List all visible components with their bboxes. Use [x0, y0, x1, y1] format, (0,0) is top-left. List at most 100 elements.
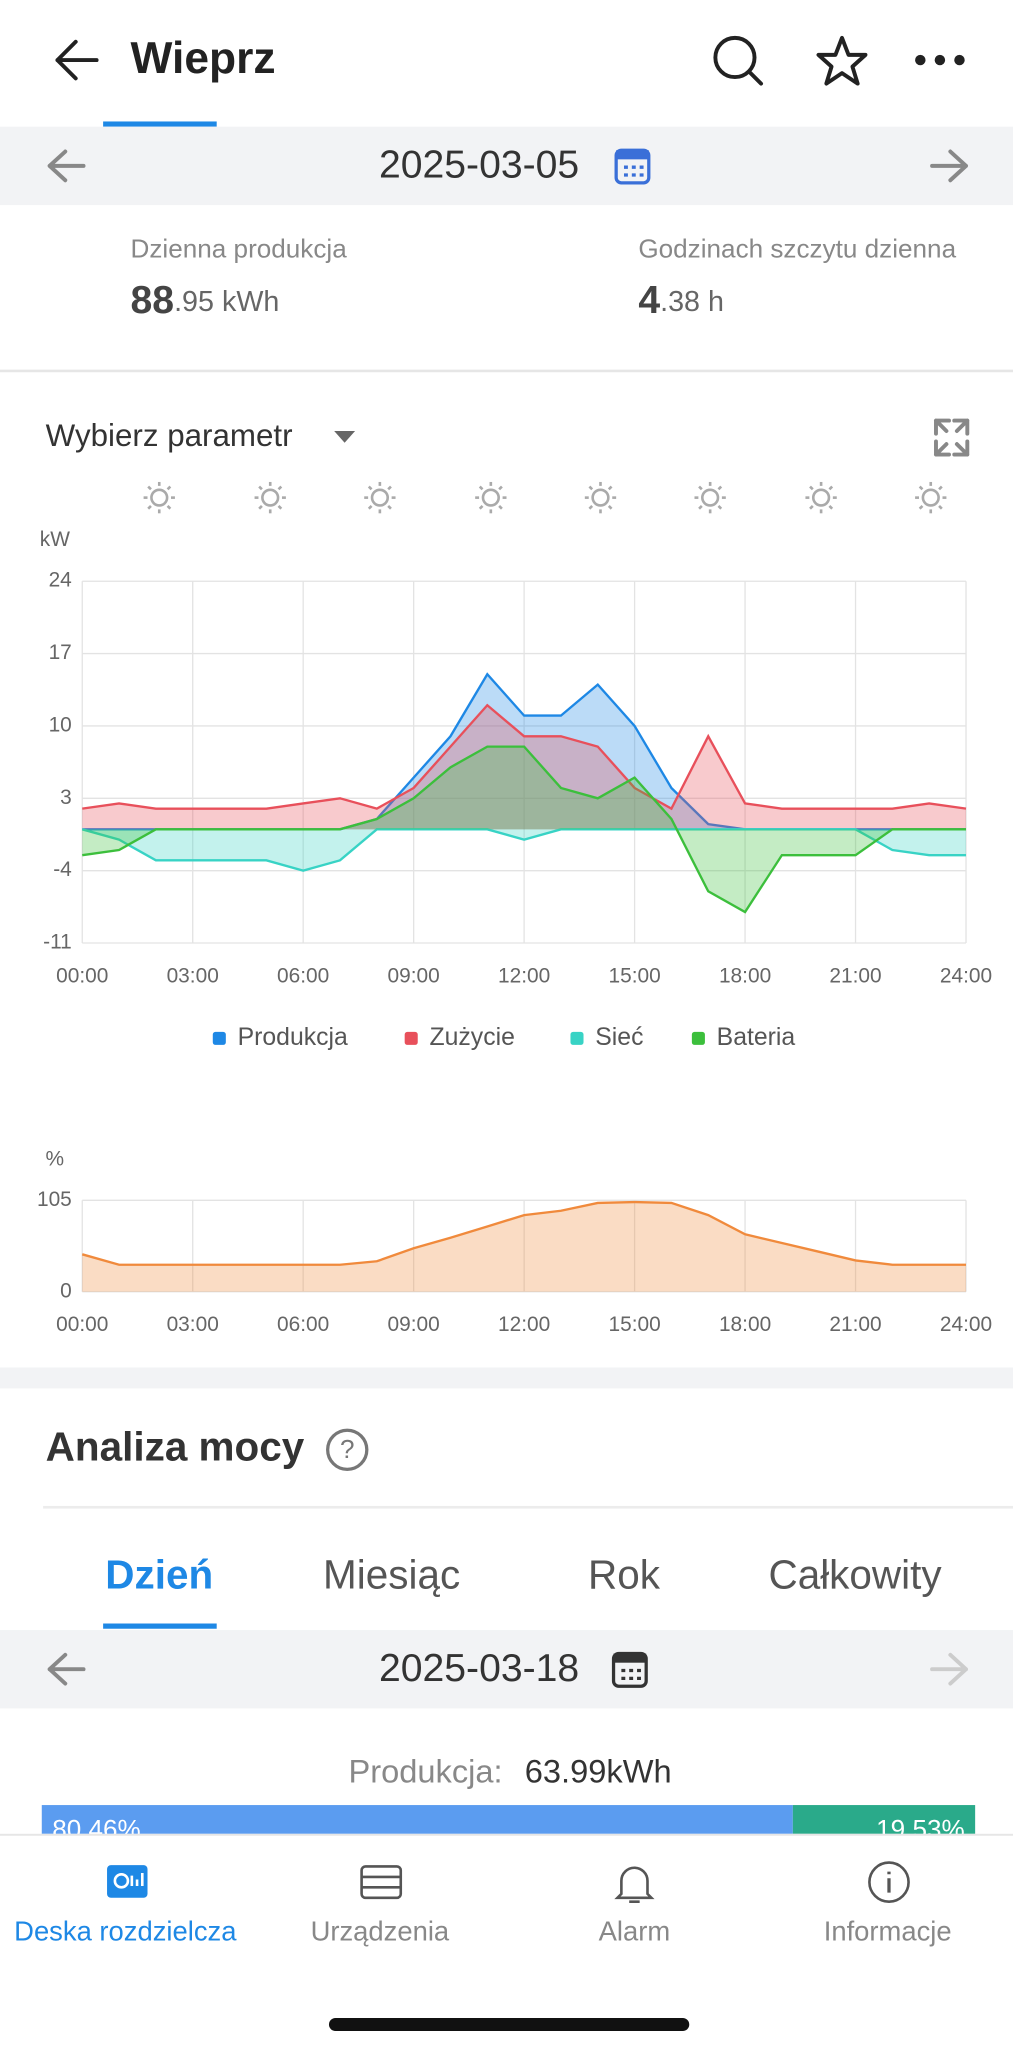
help-button[interactable]: ? [326, 1428, 369, 1472]
date-bar [0, 126, 1013, 206]
sun-ray [367, 505, 373, 510]
fullscreen-button[interactable] [934, 418, 970, 457]
calendar-button[interactable] [614, 148, 651, 185]
x-tick-label: 18:00 [719, 1313, 771, 1336]
series-line [81, 1200, 967, 1266]
sun-ray [478, 505, 484, 510]
sun-icon [701, 488, 720, 507]
home-indicator [328, 2017, 690, 2032]
back-button[interactable] [55, 39, 99, 81]
nav-label: Informacje [824, 1915, 952, 1946]
legend-label: Produkcja [238, 1024, 348, 1051]
y-tick-label: 3 [60, 786, 72, 809]
calendar-button[interactable] [611, 1651, 648, 1688]
share-segment [41, 1805, 793, 1837]
favorite-button[interactable] [816, 35, 868, 86]
tab[interactable]: Rok [588, 1551, 661, 1597]
x-tick-label: 12:00 [498, 1313, 550, 1336]
section-gap [0, 1367, 1013, 1389]
stat-value-rest: .38 h [660, 286, 724, 318]
y-axis-unit: % [46, 1147, 65, 1170]
production-value: 63.99kWh [525, 1752, 672, 1789]
nav-label: Urządzenia [311, 1915, 450, 1946]
share-segment [792, 1805, 976, 1837]
stat-value-main: 4 [638, 279, 660, 322]
search-button[interactable] [713, 35, 764, 86]
tab[interactable]: Całkowity [768, 1551, 942, 1597]
y-tick-label: 24 [49, 569, 72, 592]
sun-ray [498, 485, 503, 491]
parameter-label: Wybierz parametr [46, 418, 293, 453]
nav-info[interactable]: Informacje [824, 1861, 952, 1947]
nav-alarm[interactable]: Alarm [599, 1866, 671, 1947]
series-area [82, 674, 967, 830]
sun-icon [481, 488, 500, 507]
next-day[interactable] [930, 149, 968, 183]
sun-ray [147, 485, 152, 491]
x-tick-label: 00:00 [56, 964, 108, 987]
prev-day[interactable] [47, 149, 86, 183]
parameter-select[interactable]: Wybierz parametr [46, 418, 356, 453]
y-tick-label: -11 [43, 931, 72, 954]
prev-day[interactable] [47, 1652, 86, 1686]
stat-label: Godzinach szczytu dzienna [638, 234, 956, 264]
stat-value-rest: .95 kWh [174, 286, 279, 318]
y-tick-label: 17 [49, 641, 72, 664]
x-tick-label: 18:00 [719, 964, 771, 987]
x-tick-label: 06:00 [277, 964, 329, 987]
next-day[interactable] [930, 1652, 968, 1686]
sun-ray [478, 485, 484, 491]
tab[interactable]: Miesiąc [323, 1551, 460, 1597]
stat-label: Dzienna produkcja [131, 234, 348, 264]
series-area [82, 746, 967, 913]
sun-ray [166, 485, 172, 491]
section-title: Analiza mocy [46, 1423, 305, 1469]
x-tick-label: 03:00 [167, 1313, 219, 1336]
sun-ray [498, 505, 503, 510]
nav-label: Alarm [599, 1915, 671, 1946]
sun-ray [147, 505, 152, 510]
sun-ray [277, 485, 283, 491]
sun-ray [387, 485, 392, 491]
x-tick-label: 21:00 [829, 1313, 881, 1336]
nav-devices[interactable]: Urządzenia [311, 1865, 450, 1946]
y-tick-label: 0 [60, 1279, 72, 1302]
legend-swatch [404, 1031, 418, 1045]
sun-ray [828, 485, 834, 491]
sun-ray [938, 505, 943, 510]
sun-ray [588, 485, 594, 491]
date: 2025-03-05 [379, 144, 579, 187]
nav-label: Deska rozdzielcza [14, 1915, 237, 1946]
sun-ray [809, 505, 814, 510]
y-tick-label: 10 [49, 713, 72, 736]
x-tick-label: 12:00 [498, 964, 550, 987]
sun-ray [717, 485, 723, 491]
legend-label: Sieć [595, 1024, 643, 1051]
page-title: Wieprz [131, 34, 276, 83]
sun-ray [918, 505, 924, 510]
stat-value-main: 88 [131, 279, 175, 322]
sun-ray [166, 505, 172, 510]
x-tick-label: 24:00 [940, 1313, 992, 1336]
sun-icon [370, 488, 390, 507]
date: 2025-03-18 [379, 1647, 579, 1690]
x-tick-label: 00:00 [56, 1313, 108, 1336]
tab-active[interactable]: Dzień [105, 1551, 213, 1597]
sun-ray [277, 505, 283, 510]
nav-background [0, 1833, 1013, 2048]
stat-value: 88.95 kWh [131, 279, 280, 322]
series-area [82, 705, 967, 830]
y-tick-label: -4 [53, 858, 72, 881]
more-button[interactable] [915, 54, 965, 66]
nav-border [0, 1833, 1013, 1836]
nav-dashboard[interactable]: Deska rozdzielcza [14, 1865, 237, 1946]
x-tick-label: 03:00 [167, 964, 219, 987]
x-tick-label: 09:00 [388, 1313, 440, 1336]
series-line [82, 745, 967, 914]
legend-swatch [691, 1031, 705, 1045]
bottom-nav: Deska rozdzielcza Urządzenia Alarm Infor… [0, 1833, 1013, 2048]
sun-ray [607, 505, 613, 510]
tab-indicator [103, 121, 217, 127]
sun-ray [828, 505, 834, 510]
